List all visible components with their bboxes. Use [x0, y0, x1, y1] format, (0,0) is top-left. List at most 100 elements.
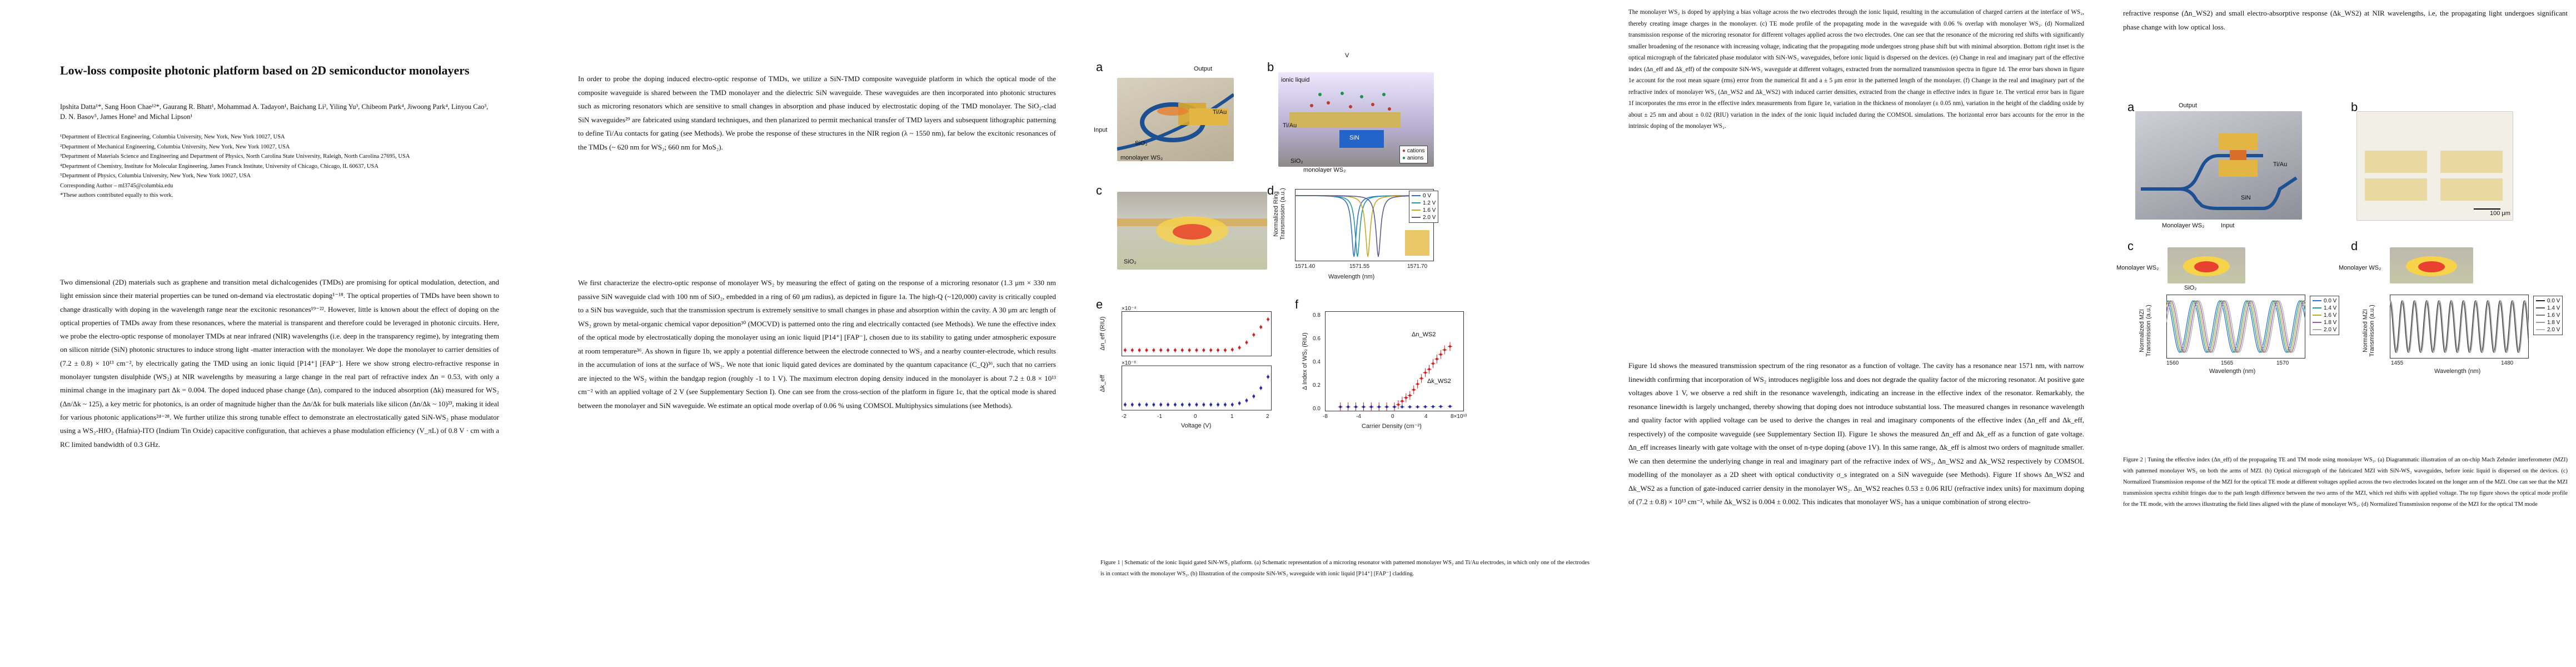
fig1e-xlabel: Voltage (V) [1181, 422, 1212, 429]
panel-label-c: c [1096, 183, 1102, 197]
fig1f-ytick: 0.8 [1313, 312, 1321, 318]
legend-entry: 1.2 V [1423, 200, 1436, 206]
figure-1-caption-continued: The monolayer WS₂ is doped by applying a… [1628, 9, 2084, 130]
figure-2-caption: Figure 2 | Tuning the effective index (Δ… [2123, 457, 2568, 507]
fig2c-xtick: 1565 [2221, 360, 2234, 366]
dk-ws2-point [1408, 405, 1411, 409]
legend-entry: 0.0 V [2324, 298, 2337, 304]
fig1f-dk-label: Δk_WS2 [1427, 378, 1451, 385]
fig1e-ylabel-top: Δn_eff (RIU) [1099, 316, 1106, 351]
fig2d-plot [2390, 295, 2529, 359]
legend-entry: 2.0 V [1423, 215, 1436, 221]
body-paragraph: Figure 1d shows the measured transmissio… [1628, 361, 2084, 506]
fig1f-ytick: 0.6 [1313, 336, 1321, 342]
plot-frame-top [1122, 311, 1272, 356]
affiliation: ³Department of Materials Science and Eng… [60, 153, 410, 160]
fig1e-plot [1122, 311, 1272, 411]
fig2c-xlabel: Wavelength (nm) [2209, 368, 2256, 375]
legend-entry: 1.4 V [2324, 305, 2337, 311]
panel-label-f: f [1295, 297, 1299, 311]
dk-ws2-point [1370, 405, 1373, 409]
paper-title: Low-loss composite photonic platform bas… [60, 63, 470, 77]
legend-anions: anions [1407, 155, 1424, 161]
label-monolayer-b: monolayer WS₂ [1303, 167, 1346, 173]
dk-ws2-point [1385, 405, 1388, 409]
affiliation: ⁵Department of Physics, Columbia Univers… [60, 173, 251, 179]
plot-frame [2166, 295, 2305, 359]
fig1e-xtick: 1 [1230, 414, 1234, 420]
legend-entry: 1.6 V [2324, 312, 2337, 318]
panel-label-a: a [1096, 60, 1103, 74]
label-tiau-b: Ti/Au [1283, 122, 1297, 129]
fig1e-top-scale: ×10⁻⁴ [1122, 306, 1137, 312]
dk-ws2-point [1393, 405, 1396, 409]
dn-ws2-point [1443, 349, 1446, 351]
label-monolayer-d: Monolayer WS₂ [2339, 265, 2381, 271]
fig1e-xtick: 0 [1194, 414, 1197, 420]
fig2c-ylabel: Normalized MZI Transmission (a.u.) [2139, 305, 2152, 357]
legend-entry: 1.8 V [2547, 320, 2560, 326]
legend-entry: 1.6 V [1423, 207, 1436, 213]
fig1f-xtick: -4 [1356, 414, 1361, 420]
label-sio2-c: SiO₂ [2184, 285, 2197, 291]
ring-resonator-schematic [1117, 78, 1234, 161]
affiliation: ¹Department of Electrical Engineering, C… [60, 134, 285, 140]
abstract: Two dimensional (2D) materials such as g… [60, 278, 499, 449]
mzi-micrograph [2356, 111, 2513, 221]
te-mode-profile [2168, 247, 2245, 283]
fig2c-xtick: 1560 [2166, 360, 2179, 366]
device-micrograph-inset [1405, 230, 1429, 256]
fig1e-xtick: 2 [1266, 414, 1269, 420]
panel-label-e: e [1096, 297, 1103, 311]
page-1: Low-loss composite photonic platform bas… [0, 0, 522, 667]
fig1f-xtick: 4 [1424, 414, 1428, 420]
dk-ws2-point [1347, 405, 1349, 409]
fig1d-legend: 0 V 1.2 V 1.6 V 2.0 V [1409, 191, 1439, 223]
dn-ws2-point [1424, 371, 1427, 374]
panel-label-c: c [2127, 239, 2134, 253]
label-monolayer-c: Monolayer WS₂ [2116, 265, 2159, 271]
panel-label-d: d [2351, 239, 2358, 253]
legend-entry: 2.0 V [2547, 327, 2560, 333]
body-paragraph: In order to probe the doping induced ele… [578, 74, 1056, 151]
fig1f-xlabel: Carrier Density (cm⁻²) [1362, 423, 1422, 430]
mzi-fringe-line [2166, 300, 2305, 353]
legend-cations: cations [1407, 148, 1425, 154]
label-voltage: V [1345, 52, 1349, 59]
body-paragraph: We first characterize the electro-optic … [578, 278, 1056, 410]
plot-frame [1295, 189, 1434, 261]
label-sin: SiN [2241, 195, 2251, 201]
tm-mode-profile [2390, 247, 2473, 283]
fig1e-ylabel-bottom: Δk_eff [1099, 375, 1106, 392]
equal-contribution-note: *These authors contributed equally to th… [60, 192, 173, 198]
dn-ws2-point [1412, 389, 1415, 391]
corresponding-author: Corresponding Author – ml3745@columbia.e… [60, 182, 173, 189]
label-sio2: SiO₂ [1135, 140, 1148, 147]
fig2d-xtick: 1455 [2391, 360, 2404, 366]
label-input: Input [2221, 222, 2235, 229]
dk-ws2-point [1432, 405, 1434, 408]
affiliation: ²Department of Mechanical Engineering, C… [60, 143, 290, 150]
fig1d-xtick: 1571.55 [1349, 263, 1370, 270]
mzi-fringe-line [2166, 300, 2305, 353]
mode-profile-image [1117, 192, 1267, 270]
fig1f-ytick: 0.2 [1313, 382, 1321, 389]
fig2c-plot [2166, 295, 2305, 359]
dn-ws2-point [1428, 368, 1431, 371]
mzi-schematic [2135, 111, 2302, 220]
label-monolayer: Monolayer WS₂ [2162, 222, 2205, 229]
body-paragraph: refractive response (Δn_WS2) and small e… [2123, 9, 2568, 31]
fig2d-ylabel: Normalized MZI Transmission (a.u.) [2362, 305, 2375, 357]
page-4: The monolayer WS₂ is doped by applying a… [1601, 0, 2090, 667]
label-tiau: Ti/Au [2273, 161, 2288, 168]
fig2d-xlabel: Wavelength (nm) [2434, 368, 2481, 375]
dk-ws2-point [1354, 405, 1357, 409]
fig2c-legend: 0.0 V 1.4 V 1.6 V 1.8 V 2.0 V [2310, 296, 2340, 335]
label-output: Output [1194, 66, 1213, 72]
legend-entry: 0.0 V [2547, 298, 2560, 304]
fig1d-xtick: 1571.70 [1407, 263, 1428, 270]
dk-ws2-point [1362, 405, 1365, 409]
panel-label-b: b [1267, 60, 1274, 74]
fig1f-ytick: 0.4 [1313, 359, 1321, 365]
dn-ws2-point [1420, 377, 1423, 380]
